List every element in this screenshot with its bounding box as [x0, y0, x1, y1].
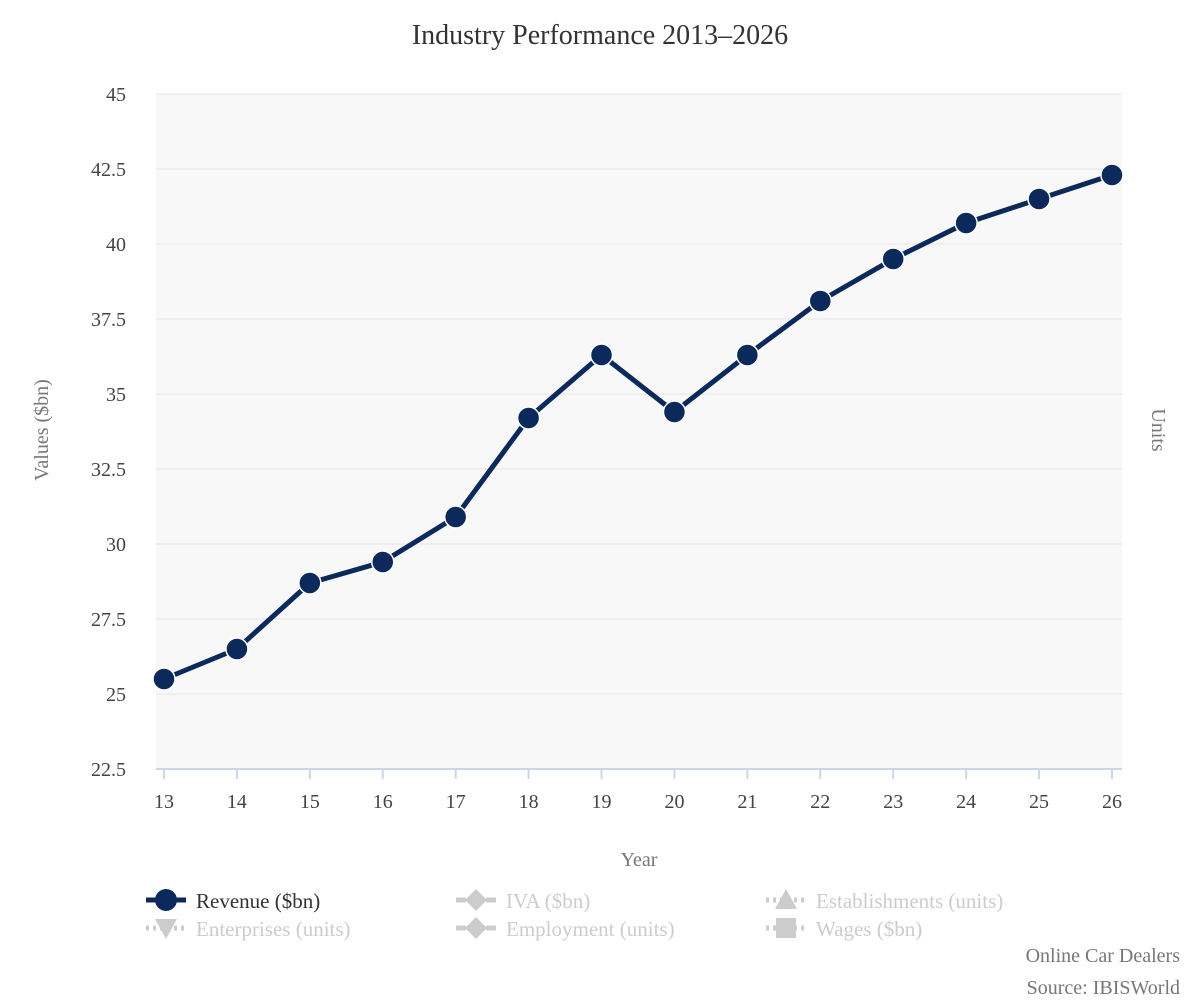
data-point[interactable]	[881, 247, 905, 271]
x-tick-label: 24	[956, 791, 976, 813]
x-tick-label: 13	[154, 791, 174, 813]
chart-title: Industry Performance 2013–2026	[412, 20, 788, 51]
y-tick-label: 40	[106, 234, 126, 256]
y-tick-label: 35	[106, 384, 126, 406]
legend-label: Wages ($bn)	[816, 917, 922, 941]
series-line	[163, 172, 1113, 682]
legend-label: Enterprises (units)	[196, 917, 351, 941]
y-tick-label: 45	[106, 84, 126, 106]
y-tick-label: 25	[106, 684, 126, 706]
credits-source: Source: IBISWorld	[1027, 977, 1180, 999]
x-tick-label: 26	[1102, 791, 1122, 813]
legend-item[interactable]: Employment (units)	[456, 917, 675, 941]
legend-item[interactable]: Enterprises (units)	[146, 917, 351, 941]
legend-item[interactable]: Wages ($bn)	[766, 917, 922, 941]
x-tick-label: 16	[373, 791, 393, 813]
legend-marker-diamond-icon	[465, 917, 487, 939]
y-axis-ticks: 22.5 25 27.5 30 32.5 35 37.5 40 42.5 45	[91, 84, 126, 781]
y-tick-label: 27.5	[91, 609, 126, 631]
data-point[interactable]	[516, 406, 541, 430]
x-tick-label: 14	[227, 791, 247, 813]
y-tick-label: 32.5	[91, 459, 126, 481]
data-point[interactable]	[225, 637, 249, 661]
legend-item[interactable]: Revenue ($bn)	[146, 889, 320, 913]
grid-lines	[156, 93, 1122, 695]
data-point[interactable]	[152, 667, 176, 691]
legend-marker-triangle-icon	[775, 889, 797, 909]
y2-axis-title: Units	[1147, 408, 1169, 452]
series-revenue[interactable]	[152, 163, 1124, 691]
data-point[interactable]	[735, 343, 760, 367]
legend-item[interactable]: IVA ($bn)	[456, 889, 590, 913]
y-tick-label: 30	[106, 534, 126, 556]
x-tick-label: 23	[883, 791, 903, 813]
data-point[interactable]	[662, 400, 687, 424]
data-point[interactable]	[1027, 187, 1051, 211]
y-axis-title: Values ($bn)	[31, 379, 53, 481]
legend-label: Revenue ($bn)	[196, 889, 320, 913]
data-point[interactable]	[808, 289, 833, 313]
legend-marker-square-icon	[776, 918, 796, 938]
legend-marker-triangle-down-icon	[155, 919, 177, 939]
data-point[interactable]	[298, 571, 322, 595]
x-tick-label: 17	[446, 791, 466, 813]
legend-label: Establishments (units)	[816, 889, 1003, 913]
y-tick-label: 37.5	[91, 309, 126, 331]
legend-item[interactable]: Establishments (units)	[766, 889, 1003, 913]
credits-industry: Online Car Dealers	[1026, 945, 1181, 967]
x-tick-label: 22	[810, 791, 830, 813]
data-point[interactable]	[954, 211, 978, 235]
data-point[interactable]	[1100, 163, 1124, 187]
legend-marker-circle-icon	[155, 889, 177, 911]
x-tick-label: 25	[1029, 791, 1049, 813]
data-point[interactable]	[371, 550, 395, 574]
x-tick-label: 20	[664, 791, 684, 813]
data-point[interactable]	[589, 343, 614, 367]
x-tick-label: 21	[737, 791, 757, 813]
y-tick-label: 42.5	[91, 159, 126, 181]
x-tick-label: 18	[519, 791, 539, 813]
legend-label: IVA ($bn)	[506, 889, 590, 913]
x-tick-label: 15	[300, 791, 320, 813]
legend-marker-diamond-icon	[465, 889, 487, 911]
y-tick-label: 22.5	[91, 759, 126, 781]
x-axis: 13 14 15 16 17 18 19 20 21 22 23 24 25 26	[154, 768, 1122, 813]
plot-area	[156, 94, 1122, 769]
x-axis-title: Year	[621, 849, 658, 871]
data-point[interactable]	[443, 505, 468, 529]
legend: Revenue ($bn) IVA ($bn) Establishments (un…	[146, 889, 1003, 941]
x-tick-label: 19	[592, 791, 612, 813]
legend-label: Employment (units)	[506, 917, 675, 941]
